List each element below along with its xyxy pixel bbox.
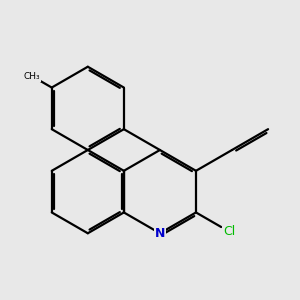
Text: N: N bbox=[155, 227, 165, 240]
Text: Cl: Cl bbox=[223, 225, 235, 238]
Text: CH₃: CH₃ bbox=[24, 72, 40, 81]
